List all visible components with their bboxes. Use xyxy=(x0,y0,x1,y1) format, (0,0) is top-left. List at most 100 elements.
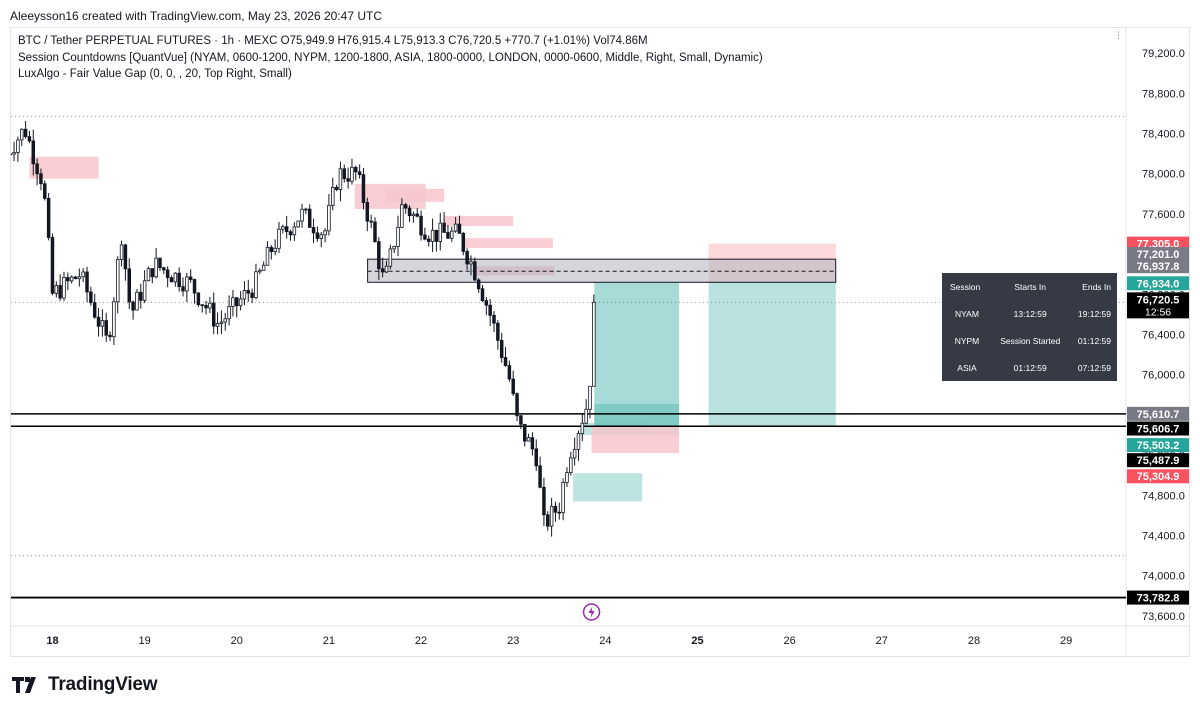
candle-down xyxy=(139,291,143,301)
candle-up xyxy=(115,259,120,303)
session-indicator-legend[interactable]: Session Countdowns [QuantVue] (NYAM, 060… xyxy=(18,52,763,64)
event-marker-icon xyxy=(582,603,601,621)
candle-up xyxy=(173,272,178,283)
chart-frame[interactable]: 73,600.074,000.074,400.074,800.075,200.0… xyxy=(10,27,1190,657)
candle-up xyxy=(453,223,458,232)
candle-down xyxy=(346,178,350,182)
candle-up xyxy=(112,301,116,338)
price-chart[interactable]: 73,600.074,000.074,400.074,800.075,200.0… xyxy=(11,28,1189,656)
candle-down xyxy=(442,222,446,233)
candle-down xyxy=(123,244,128,270)
candle-up xyxy=(396,226,400,247)
candle-down xyxy=(150,268,155,278)
candle-down xyxy=(519,415,523,425)
price-axis-label-text: 73,782.8 xyxy=(1137,593,1180,605)
price-axis-tick-label: 78,800.0 xyxy=(1142,88,1185,100)
candle-up xyxy=(331,186,335,206)
candle-down xyxy=(35,163,39,175)
candle-up xyxy=(569,457,573,473)
price-axis-label: 76,934.0 xyxy=(1127,276,1189,291)
table-row: LONDON 07:12:59 13:12:59 xyxy=(942,381,1117,408)
candle-down xyxy=(204,304,208,309)
table-row: NYPM Session Started 01:12:59 xyxy=(942,327,1117,354)
candle-up xyxy=(469,261,473,265)
candle-up xyxy=(565,472,569,483)
candle-down xyxy=(377,241,381,270)
candle-down xyxy=(192,279,197,294)
candle-up xyxy=(231,297,235,307)
fvg-indicator-legend[interactable]: LuxAlgo - Fair Value Gap (0, 0, , 20, To… xyxy=(18,68,292,80)
candle-down xyxy=(188,276,193,280)
candle-down xyxy=(426,238,431,242)
candle-down xyxy=(369,220,373,223)
candle-down xyxy=(553,505,558,513)
candle-up xyxy=(338,168,343,190)
candle-down xyxy=(96,316,101,327)
table-header: Session xyxy=(950,281,981,292)
table-cell: 07:12:59 xyxy=(1013,389,1047,400)
candle-down xyxy=(507,365,512,380)
price-axis-label-bg xyxy=(1127,469,1189,484)
candle-up xyxy=(254,271,258,298)
candle-down xyxy=(557,511,562,514)
candle-down xyxy=(434,229,439,242)
table-cell: Session Started xyxy=(1000,335,1061,346)
price-axis-label: 73,782.8 xyxy=(1127,590,1189,605)
price-axis-tick-label: 73,600.0 xyxy=(1142,611,1185,623)
price-axis-tick-label: 74,000.0 xyxy=(1142,571,1185,583)
bearish-fvg-box xyxy=(386,188,445,202)
price-axis-label-text: 75,487.9 xyxy=(1137,455,1180,467)
tradingview-logo-icon xyxy=(12,677,36,693)
time-axis-tick-label: 27 xyxy=(876,635,888,647)
candle-down xyxy=(127,268,132,303)
candle-down xyxy=(315,232,320,239)
time-axis-tick-label: 21 xyxy=(323,635,335,647)
candle-up xyxy=(526,437,531,442)
more-options-icon[interactable]: ⋮ xyxy=(1114,30,1123,40)
price-axis-label-bg xyxy=(1127,438,1189,453)
candle-down xyxy=(46,198,51,238)
candle-up xyxy=(219,321,224,324)
time-axis-tick-label: 22 xyxy=(415,635,427,647)
candle-down xyxy=(365,202,370,222)
candle-down xyxy=(373,221,377,243)
candle-down xyxy=(89,291,93,304)
candle-down xyxy=(446,232,450,239)
time-axis-tick-label: 25 xyxy=(691,635,703,647)
table-cell: NYAM xyxy=(955,308,979,319)
candle-up xyxy=(277,228,281,249)
candle-down xyxy=(250,292,254,298)
candle-up xyxy=(16,139,20,153)
candle-down xyxy=(354,166,358,173)
candle-up xyxy=(12,152,16,155)
symbol-legend[interactable]: BTC / Tether PERPETUAL FUTURES · 1h · ME… xyxy=(18,35,648,47)
candle-up xyxy=(265,246,270,266)
candle-up xyxy=(561,482,565,514)
candle-up xyxy=(261,264,266,271)
price-axis-label: 75,606.7 xyxy=(1127,421,1189,436)
candle-up xyxy=(304,208,308,211)
candle-up xyxy=(384,265,389,273)
candle-up xyxy=(227,306,231,320)
candle-down xyxy=(165,269,170,279)
candle-down xyxy=(73,276,78,280)
session-countdown-table: Session Starts In Ends In NYAM 13:12:59 … xyxy=(942,273,1117,400)
candle-down xyxy=(423,234,427,240)
candle-down xyxy=(342,168,347,180)
candle-down xyxy=(31,140,36,165)
price-axis-label-bg xyxy=(1127,590,1189,605)
candle-up xyxy=(292,226,297,236)
table-row: NYAM 13:12:59 19:12:59 xyxy=(942,300,1117,327)
candle-down xyxy=(177,272,181,288)
candle-down xyxy=(457,223,462,234)
table-header: Starts In xyxy=(1014,281,1047,292)
candle-down xyxy=(538,465,542,488)
candle-down xyxy=(169,277,174,283)
tradingview-logo[interactable]: TradingView xyxy=(12,674,158,696)
candle-down xyxy=(488,304,492,316)
candle-down xyxy=(461,232,466,252)
candle-down xyxy=(522,423,527,442)
candle-up xyxy=(273,247,277,252)
time-axis-tick-label: 29 xyxy=(1060,635,1072,647)
time-axis-tick-label: 23 xyxy=(507,635,519,647)
